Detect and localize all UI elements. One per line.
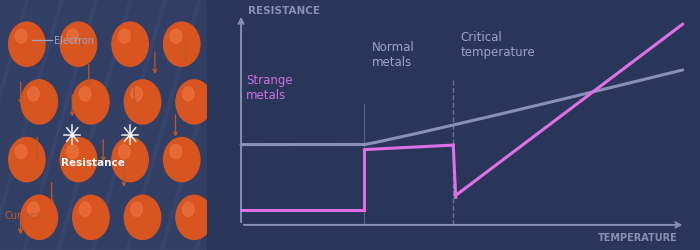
Circle shape [28, 88, 39, 102]
Circle shape [21, 80, 57, 124]
Polygon shape [57, 0, 167, 250]
Polygon shape [160, 0, 270, 250]
Circle shape [60, 23, 97, 67]
Circle shape [183, 88, 194, 102]
Text: TEMPERATURE: TEMPERATURE [598, 232, 678, 242]
Circle shape [15, 30, 27, 44]
Text: Electron: Electron [54, 36, 94, 46]
Circle shape [176, 196, 212, 240]
Circle shape [112, 23, 148, 67]
Polygon shape [229, 0, 339, 250]
Text: Critical
temperature: Critical temperature [461, 31, 536, 59]
Circle shape [170, 145, 182, 159]
Circle shape [67, 30, 78, 44]
Circle shape [118, 30, 130, 44]
Polygon shape [92, 0, 201, 250]
Circle shape [79, 88, 91, 102]
Circle shape [8, 23, 45, 67]
Circle shape [164, 138, 200, 182]
Circle shape [131, 88, 143, 102]
Text: RESISTANCE: RESISTANCE [248, 6, 321, 16]
Polygon shape [126, 0, 235, 250]
Circle shape [21, 196, 57, 240]
Circle shape [183, 202, 194, 216]
Text: Normal
metals: Normal metals [372, 41, 414, 69]
Polygon shape [0, 0, 63, 250]
Circle shape [131, 202, 143, 216]
Circle shape [28, 202, 39, 216]
Circle shape [112, 138, 148, 182]
Text: Strange
metals: Strange metals [246, 74, 293, 102]
Polygon shape [0, 0, 29, 250]
Circle shape [164, 23, 200, 67]
Circle shape [170, 30, 182, 44]
Polygon shape [0, 0, 98, 250]
Circle shape [60, 138, 97, 182]
Circle shape [8, 138, 45, 182]
Circle shape [176, 80, 212, 124]
Circle shape [79, 202, 91, 216]
Circle shape [125, 196, 161, 240]
Circle shape [125, 80, 161, 124]
Circle shape [73, 196, 109, 240]
Circle shape [67, 145, 78, 159]
Polygon shape [22, 0, 132, 250]
Circle shape [15, 145, 27, 159]
Circle shape [73, 80, 109, 124]
Polygon shape [195, 0, 304, 250]
Text: Resistance: Resistance [61, 158, 125, 168]
Text: Current: Current [4, 210, 41, 220]
Circle shape [118, 145, 130, 159]
